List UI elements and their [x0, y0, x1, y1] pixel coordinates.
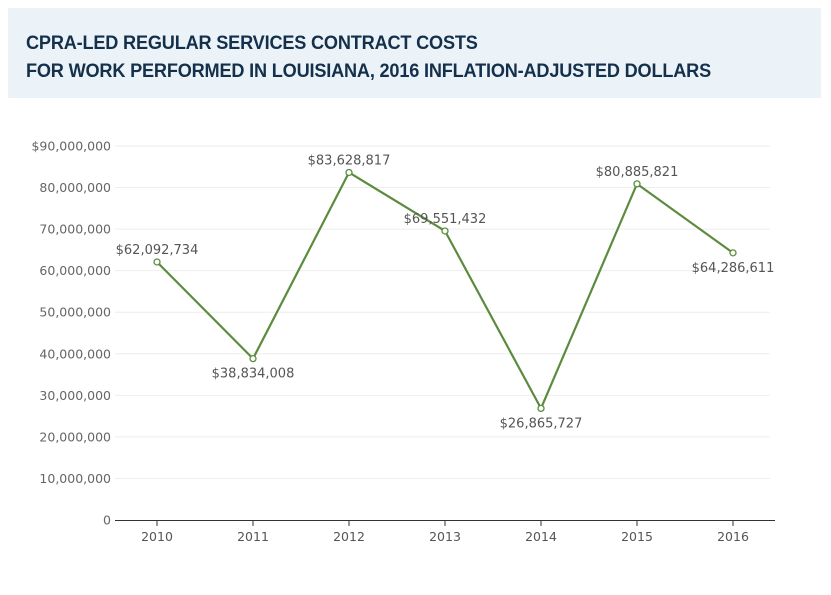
chart-title-line-2: FOR WORK PERFORMED IN LOUISIANA, 2016 IN…	[26, 60, 711, 82]
series-contract-costs	[153, 168, 737, 413]
grid-lines	[115, 145, 770, 479]
y-tick-label: 70,000,000	[39, 222, 111, 237]
data-point-marker	[729, 249, 737, 257]
y-tick-label: 80,000,000	[39, 180, 111, 195]
x-tick-label: 2010	[141, 529, 173, 544]
title-banner: CPRA-LED REGULAR SERVICES CONTRACT COSTS…	[8, 8, 821, 98]
data-label: $64,286,611	[692, 261, 775, 276]
chart-title-line-1: CPRA-LED REGULAR SERVICES CONTRACT COSTS	[26, 32, 478, 54]
data-point-marker	[345, 168, 353, 177]
x-tick-label: 2015	[621, 529, 653, 544]
data-labels: $62,092,734 $38,834,008 $83,628,817 $69,551…	[116, 153, 775, 431]
data-point-marker	[153, 258, 161, 266]
x-tick-label: 2016	[717, 529, 749, 544]
data-label: $26,865,727	[500, 416, 583, 431]
y-tick-label: $90,000,000	[31, 139, 111, 154]
data-label: $83,628,817	[308, 153, 391, 168]
data-point-marker	[441, 227, 449, 235]
x-tick-label: 2014	[525, 529, 557, 544]
y-tick-label: 10,000,000	[39, 471, 111, 486]
y-tick-label: 20,000,000	[39, 429, 111, 444]
y-tick-label: 30,000,000	[39, 388, 111, 403]
y-tick-label: 40,000,000	[39, 346, 111, 361]
data-label: $62,092,734	[116, 243, 199, 258]
y-tick-label: 50,000,000	[39, 305, 111, 320]
data-label: $80,885,821	[596, 165, 679, 180]
data-point-marker	[249, 354, 257, 363]
data-point-marker	[537, 404, 545, 413]
x-tick-label: 2011	[237, 529, 269, 544]
x-tick-label: 2013	[429, 529, 461, 544]
y-axis: 0 10,000,000 20,000,000 30,000,000 40,000,00…	[31, 139, 111, 528]
data-point-marker	[633, 180, 641, 188]
x-tick-label: 2012	[333, 529, 365, 544]
data-label: $38,834,008	[212, 367, 295, 382]
y-tick-label: 0	[103, 513, 111, 528]
y-tick-label: 60,000,000	[39, 263, 111, 278]
x-axis: 2010 2011 2012 2013 2014 2015 2016	[115, 520, 775, 544]
data-label: $69,551,432	[404, 212, 487, 227]
